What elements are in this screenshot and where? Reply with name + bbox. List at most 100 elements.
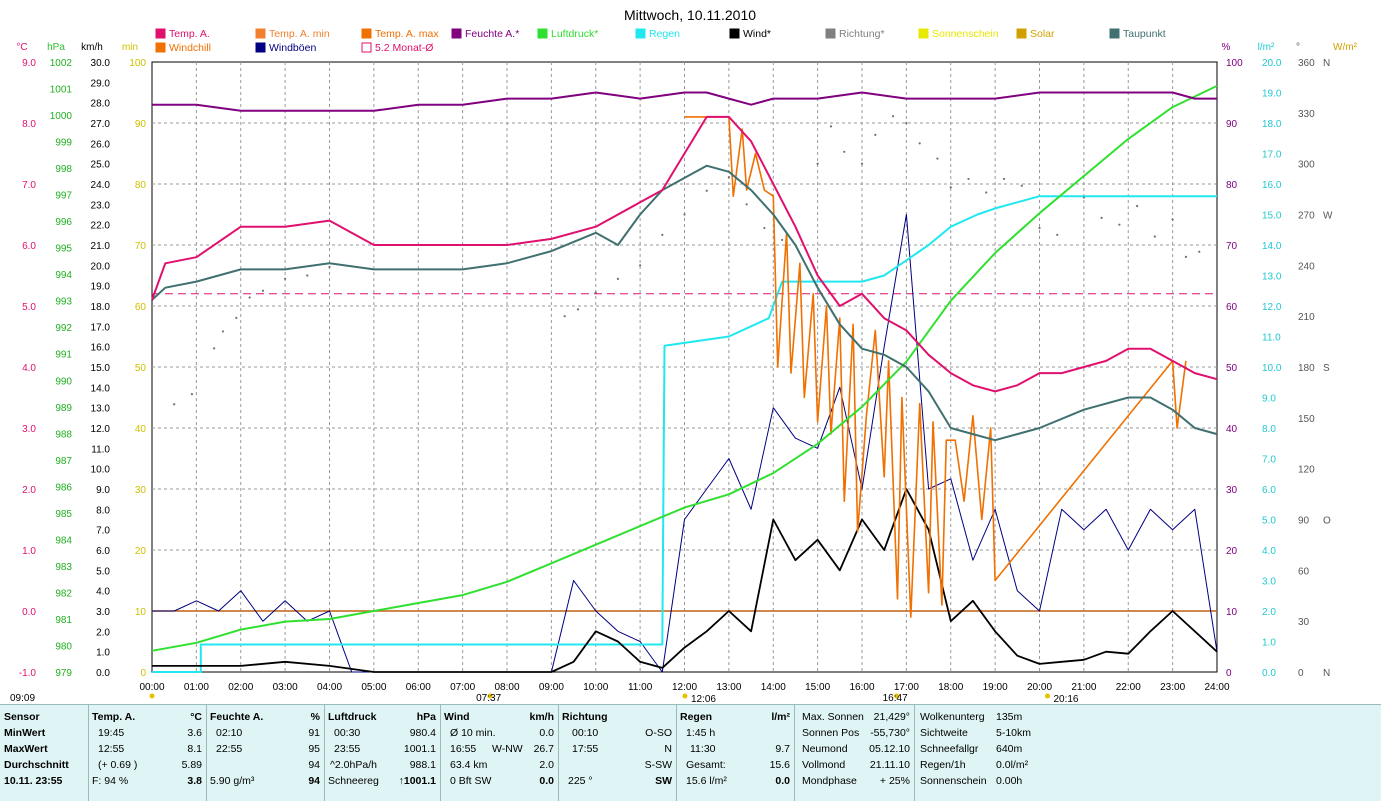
direction-point bbox=[235, 316, 238, 319]
temp-max-value: 8.1 bbox=[187, 743, 202, 755]
direction-point bbox=[1056, 233, 1059, 236]
x-tick-label: 07:00 bbox=[450, 682, 475, 693]
direction-point bbox=[616, 277, 620, 280]
direction-point bbox=[1153, 235, 1156, 238]
direction-point bbox=[874, 133, 877, 136]
pct-tick-label: 30 bbox=[1226, 485, 1238, 496]
kmh-tick-label: 5.0 bbox=[96, 566, 110, 577]
direction-point bbox=[1002, 177, 1006, 181]
kmh-tick-label: 2.0 bbox=[96, 627, 110, 638]
direction-tick-label: S bbox=[1323, 363, 1330, 374]
legend-label: Windböen bbox=[269, 42, 316, 54]
lm2-tick-label: 6.0 bbox=[1262, 485, 1276, 496]
rain-duration: 1:45 h bbox=[686, 727, 716, 739]
axis-unit-label: W/m² bbox=[1333, 42, 1358, 53]
humidity-min-time: 02:10 bbox=[216, 727, 243, 739]
direction-tick-label: O bbox=[1323, 516, 1331, 527]
hpa-tick-label: 1001 bbox=[50, 85, 73, 96]
min-tick-label: 90 bbox=[135, 119, 147, 130]
pct-tick-label: 90 bbox=[1226, 119, 1238, 130]
min-tick-label: 60 bbox=[135, 302, 147, 313]
wind-avg-label: Ø 10 min. bbox=[450, 727, 496, 739]
kmh-tick-label: 4.0 bbox=[96, 587, 110, 598]
legend-label: Temp. A. bbox=[169, 28, 210, 40]
x-tick-label: 00:00 bbox=[139, 682, 164, 693]
pressure-unit: hPa bbox=[416, 711, 436, 723]
pressure-max-time: 23:55 bbox=[334, 743, 361, 755]
legend-swatch bbox=[918, 28, 929, 39]
deg-tick-label: 30 bbox=[1298, 617, 1310, 628]
misc-value: 0.0l/m² bbox=[996, 759, 1029, 771]
astro-value: -55,730° bbox=[870, 727, 910, 739]
kmh-tick-label: 1.0 bbox=[96, 648, 110, 659]
x-tick-label: 05:00 bbox=[361, 682, 386, 693]
misc-label: Wolkenunterg bbox=[920, 711, 985, 723]
lm2-tick-label: 18.0 bbox=[1262, 119, 1282, 130]
kmh-tick-label: 21.0 bbox=[91, 241, 111, 252]
series-wind-line bbox=[152, 488, 1218, 673]
pct-tick-label: 50 bbox=[1226, 363, 1238, 374]
deg-tick-label: 120 bbox=[1298, 465, 1315, 476]
axis-unit-label: hPa bbox=[47, 42, 65, 53]
hpa-tick-label: 987 bbox=[55, 456, 72, 467]
kmh-tick-label: 17.0 bbox=[91, 322, 111, 333]
direction-point bbox=[1082, 196, 1085, 199]
deg-tick-label: 270 bbox=[1298, 211, 1315, 222]
series-taupunkt-line bbox=[151, 164, 1218, 442]
deg-tick-label: 360 bbox=[1298, 58, 1315, 69]
temp-tick-label: 4.0 bbox=[22, 363, 36, 374]
direction-point bbox=[1020, 184, 1023, 187]
misc-value: 5-10km bbox=[996, 727, 1032, 739]
x-tick-label: 21:00 bbox=[1071, 682, 1096, 693]
temp-column: Temp. A. °C 19:45 3.6 12:55 8.1 (+ 0.69 ) 5.… bbox=[88, 705, 207, 801]
legend-label: Taupunkt bbox=[1123, 28, 1166, 40]
series-temp-a-max-line bbox=[684, 116, 1187, 618]
x-tick-label: 22:00 bbox=[1116, 682, 1141, 693]
direction-min-time: 00:10 bbox=[572, 727, 599, 739]
wind-mean-value: 2.0 bbox=[539, 759, 554, 771]
direction-max-value: N bbox=[664, 743, 672, 755]
x-tick-label: 17:00 bbox=[894, 682, 919, 693]
legend-swatch bbox=[1016, 28, 1027, 39]
x-tick-label: 10:00 bbox=[583, 682, 608, 693]
legend-label: Feuchte A.* bbox=[465, 28, 519, 40]
legend-swatch bbox=[255, 42, 266, 53]
astro-label: Vollmond bbox=[802, 759, 846, 771]
direction-point bbox=[985, 191, 988, 194]
x-tick-label: 20:00 bbox=[1027, 682, 1052, 693]
deg-tick-label: 180 bbox=[1298, 363, 1315, 374]
humidity-column: Feuchte A.% 02:10 91 22:55 95 94 5.90 g/m³… bbox=[206, 705, 325, 801]
avg-label: Durchschnitt bbox=[4, 759, 69, 771]
deg-tick-label: 330 bbox=[1298, 109, 1315, 120]
direction-point bbox=[173, 403, 176, 406]
lm2-tick-label: 1.0 bbox=[1262, 638, 1276, 649]
direction-title: Richtung bbox=[562, 711, 608, 723]
kmh-tick-label: 22.0 bbox=[91, 221, 111, 232]
deg-tick-label: 0 bbox=[1298, 668, 1304, 679]
legend-swatch bbox=[361, 28, 372, 39]
temp-unit: °C bbox=[190, 711, 202, 723]
temp-tick-label: 9.0 bbox=[22, 58, 36, 69]
direction-current: SW bbox=[655, 775, 672, 787]
pressure-max-value: 1001.1 bbox=[403, 743, 436, 755]
sun-time-label: 12:06 bbox=[691, 694, 716, 704]
legend-label: Temp. A. max bbox=[375, 28, 439, 40]
kmh-tick-label: 19.0 bbox=[91, 282, 111, 293]
direction-point bbox=[213, 347, 216, 350]
direction-point bbox=[563, 315, 566, 318]
legend-label: Windchill bbox=[169, 42, 211, 54]
wind-column: Wind km/h Ø 10 min. 0.0 16:55 W-NW 26.7 63.4… bbox=[440, 705, 559, 801]
temp-tick-label: 1.0 bbox=[22, 546, 36, 557]
hpa-tick-label: 996 bbox=[55, 217, 72, 228]
direction-point bbox=[594, 291, 597, 294]
kmh-tick-label: 23.0 bbox=[91, 200, 111, 211]
lm2-tick-label: 4.0 bbox=[1262, 546, 1276, 557]
lm2-tick-label: 5.0 bbox=[1262, 516, 1276, 527]
direction-point bbox=[1171, 218, 1174, 221]
x-tick-label: 19:00 bbox=[983, 682, 1008, 693]
lm2-tick-label: 3.0 bbox=[1262, 577, 1276, 588]
lm2-tick-label: 11.0 bbox=[1262, 333, 1281, 344]
axes: °C hPa km/h min% l/m² ° W/m² -1.0 0.0 1.0 2.0 3.0 4.… bbox=[16, 42, 1357, 679]
legend-swatch bbox=[451, 28, 462, 39]
temp-min-time: 19:45 bbox=[98, 727, 125, 739]
